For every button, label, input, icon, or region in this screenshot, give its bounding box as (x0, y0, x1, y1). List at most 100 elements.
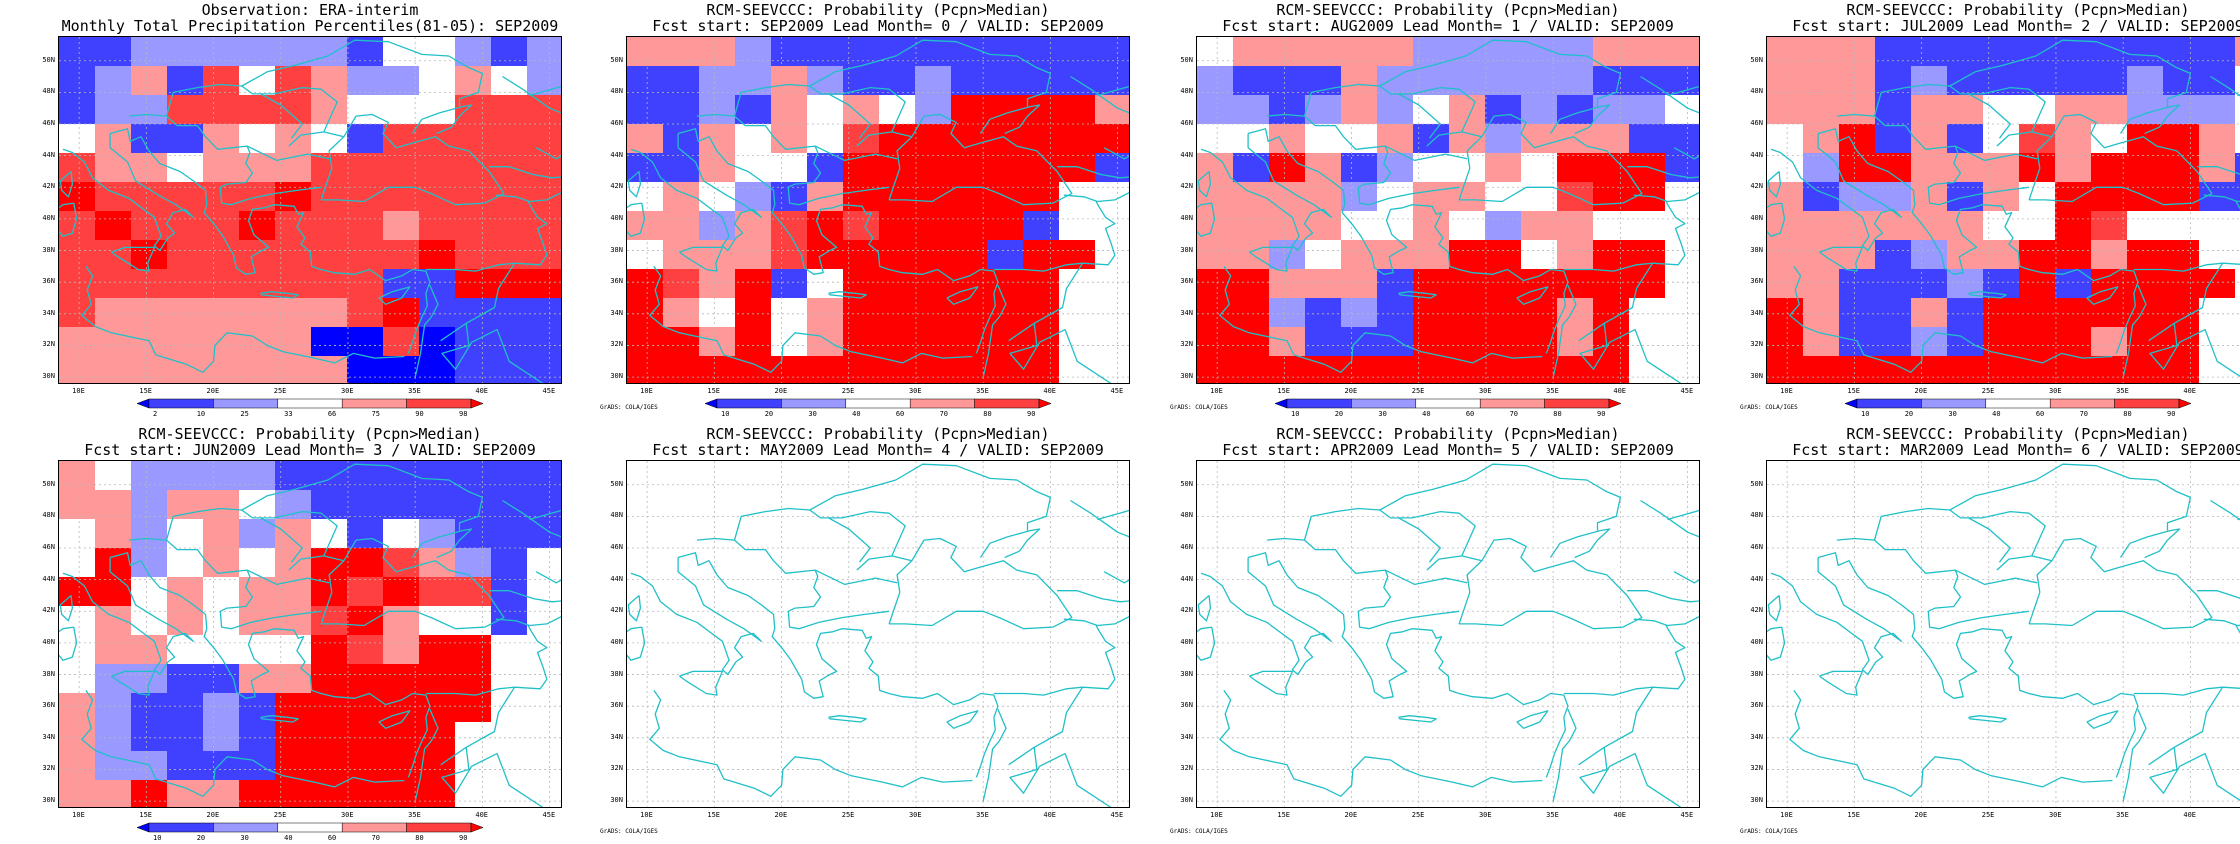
coastline (627, 627, 645, 660)
probability-cell (1839, 153, 1876, 183)
latitude-label: 44N (1739, 151, 1763, 159)
latitude-label: 32N (599, 340, 623, 348)
probability-cell (311, 298, 348, 328)
longitude-label: 10E (1780, 811, 1793, 819)
colorbar-segment (1845, 399, 1857, 408)
probability-cell (59, 548, 96, 578)
probability-cell (843, 66, 880, 96)
probability-cell (1665, 153, 1700, 183)
coastline (1249, 671, 1292, 695)
latitude-label: 30N (599, 796, 623, 804)
grads-credit: GrADS: COLA/IGES (1170, 828, 1228, 835)
probability-cell (807, 298, 844, 328)
probability-cell (1557, 66, 1594, 96)
probability-cell (1911, 37, 1948, 67)
colorbar-segment (278, 399, 342, 408)
probability-cell (1095, 298, 1130, 328)
probability-cell (1557, 327, 1594, 357)
probability-cell (2199, 95, 2236, 125)
map-plot-area (1196, 36, 1700, 384)
colorbar-segment (1857, 399, 1921, 408)
probability-cell (527, 95, 562, 125)
probability-cell (879, 153, 916, 183)
probability-cell (383, 240, 420, 270)
probability-cell (1593, 269, 1630, 299)
probability-cell (1875, 153, 1912, 183)
probability-cell (1305, 182, 1342, 212)
probability-cell (2235, 211, 2240, 241)
probability-cell (1023, 95, 1060, 125)
probability-cell (203, 635, 240, 665)
probability-cell (203, 37, 240, 67)
probability-cell (987, 153, 1024, 183)
coastline (631, 558, 761, 675)
panel-subtitle: Fcst start: AUG2009 Lead Month= 1 / VALI… (1196, 18, 1700, 34)
probability-cell (1911, 327, 1948, 357)
probability-cell (59, 95, 96, 125)
colorbar-segment (1986, 399, 2050, 408)
probability-cell (1305, 298, 1342, 328)
probability-cell (1269, 240, 1306, 270)
probability-cell (203, 95, 240, 125)
probability-cell (2199, 269, 2236, 299)
probability-cell (1377, 240, 1414, 270)
colorbar-segment (149, 823, 213, 832)
coastline (1955, 570, 2037, 584)
probability-cell (879, 37, 916, 67)
probability-cell (419, 211, 456, 241)
probability-cell (2019, 37, 2056, 67)
probability-cell (1023, 182, 1060, 212)
colorbar-tick-label: 70 (1510, 410, 1518, 418)
probability-cell (1233, 124, 1270, 154)
probability-cell (311, 635, 348, 665)
probability-cell (1485, 327, 1522, 357)
longitude-label: 25E (1412, 811, 1425, 819)
probability-cell (383, 664, 420, 694)
probability-cell (1485, 153, 1522, 183)
probability-cell (1233, 327, 1270, 357)
coastline (2032, 556, 2052, 561)
probability-cell (1449, 240, 1486, 270)
latitude-label: 32N (1169, 340, 1193, 348)
probability-cell (383, 490, 420, 520)
probability-cell (843, 95, 880, 125)
colorbar-tick-label: 25 (240, 410, 248, 418)
colorbar-segment (342, 823, 406, 832)
probability-cell (311, 606, 348, 636)
probability-cell (771, 211, 808, 241)
probability-cell (1875, 327, 1912, 357)
probability-cell (527, 240, 562, 270)
latitude-label: 34N (599, 733, 623, 741)
probability-cell (735, 66, 772, 96)
probability-cell (735, 211, 772, 241)
coastline (1399, 518, 1441, 562)
probability-cell (1947, 327, 1984, 357)
probability-cell (2235, 124, 2240, 154)
colorbar-tick-label: 10 (1291, 410, 1299, 418)
probability-cell (1803, 211, 1840, 241)
probability-cell (1341, 153, 1378, 183)
probability-cell (1767, 66, 1804, 96)
probability-cell (1269, 298, 1306, 328)
probability-cell (527, 153, 562, 183)
probability-cell (59, 519, 96, 549)
latitude-label: 32N (599, 764, 623, 772)
latitude-label: 48N (1739, 511, 1763, 519)
probability-cell (879, 298, 916, 328)
probability-cell (311, 780, 348, 808)
coastline (679, 671, 722, 695)
panel-subtitle: Fcst start: MAR2009 Lead Month= 6 / VALI… (1766, 442, 2240, 458)
probability-cell (1767, 327, 1804, 357)
probability-cell (1233, 153, 1270, 183)
latitude-label: 30N (31, 372, 55, 380)
latitude-label: 40N (1169, 638, 1193, 646)
probability-cell (167, 693, 204, 723)
coastline (1950, 464, 2191, 530)
probability-cell (2055, 298, 2092, 328)
probability-cell (95, 298, 132, 328)
probability-cell (347, 751, 384, 781)
probability-cell (1557, 356, 1594, 384)
probability-cell (1803, 95, 1840, 125)
colorbar-tick-label: 10 (153, 834, 161, 842)
probability-cell (239, 211, 276, 241)
